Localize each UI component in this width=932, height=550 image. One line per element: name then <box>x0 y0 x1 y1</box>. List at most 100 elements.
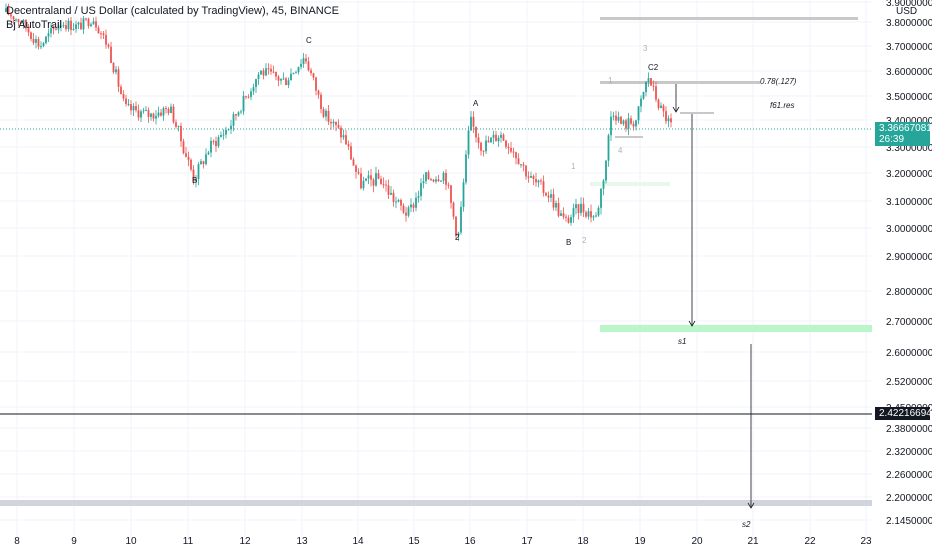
candle-body <box>360 173 362 189</box>
candle-body <box>317 90 320 95</box>
candle-body <box>467 130 470 155</box>
candle-body <box>480 142 482 151</box>
price-tick-label: 2.14500000 <box>886 516 932 527</box>
candle-body <box>175 122 177 127</box>
candle-body <box>415 197 417 208</box>
candle-body <box>420 183 422 197</box>
candle-body <box>7 8 10 15</box>
candle-body <box>217 137 220 147</box>
price-tick-label: 2.26000000 <box>886 470 932 481</box>
candle-body <box>657 99 660 108</box>
candle-body <box>410 204 412 208</box>
candle-body <box>130 104 132 111</box>
currency-label: USD <box>896 6 918 17</box>
candle-body <box>135 106 137 111</box>
candle-body <box>587 211 590 217</box>
candle-body <box>627 118 630 129</box>
wave-label: B <box>192 176 197 185</box>
candle-body <box>72 29 75 31</box>
candle-body <box>202 161 205 165</box>
candle-body <box>445 172 447 185</box>
candle-body <box>630 118 632 124</box>
candle-body <box>77 22 80 25</box>
price-tick-label: 3.60000000 <box>886 67 932 78</box>
time-tick-label: 11 <box>183 536 194 547</box>
s1-arrow <box>688 114 696 327</box>
candle-body <box>660 105 662 108</box>
candle-body <box>592 216 595 218</box>
candle-body <box>295 72 297 74</box>
time-tick-label: 18 <box>577 536 589 547</box>
countdown-value: 26:39 <box>879 134 905 145</box>
price-tick-label: 2.32000000 <box>886 447 932 458</box>
candle-body <box>442 172 445 181</box>
candle-body <box>615 115 617 121</box>
candle-body <box>245 95 247 97</box>
candle-body <box>97 27 100 34</box>
candle-body <box>177 125 180 127</box>
candle-body <box>95 21 97 28</box>
candle-body <box>345 135 347 145</box>
candle-body <box>622 120 625 124</box>
candle-body <box>500 134 502 138</box>
candle-body <box>670 118 672 123</box>
minor-support-zone <box>590 182 670 186</box>
candle-body <box>87 18 90 27</box>
fib-label: 0.78(.127) <box>760 77 797 86</box>
indicator-label[interactable]: Bj AutoTrail <box>6 19 62 31</box>
res-level-line <box>680 112 714 114</box>
candle-body <box>532 175 535 179</box>
candle-body <box>255 79 257 88</box>
candle-body <box>70 20 72 31</box>
candle-body <box>335 121 337 126</box>
wave-label: 2 <box>455 233 460 242</box>
candle-body <box>422 181 425 184</box>
candle-body <box>142 110 145 112</box>
candle-body <box>122 94 125 99</box>
candle-body <box>665 111 667 122</box>
candle-body <box>325 110 327 117</box>
candle-body <box>330 121 332 124</box>
res-label: f61.res <box>770 101 794 110</box>
candle-body <box>160 112 162 116</box>
candle-body <box>550 194 552 198</box>
candle-body <box>167 108 170 113</box>
candle-body <box>75 24 77 30</box>
candle-body <box>380 178 382 185</box>
candle-body <box>502 134 505 141</box>
candle-body <box>417 196 420 198</box>
candle-body <box>497 137 500 142</box>
candle-body <box>585 212 587 217</box>
candle-body <box>162 108 165 116</box>
candle-body <box>430 179 432 181</box>
candle-body <box>597 207 600 216</box>
candle-body <box>230 125 232 130</box>
time-tick-label: 16 <box>464 536 476 547</box>
candle-body <box>602 180 605 189</box>
candle-body <box>375 173 377 186</box>
candle-body <box>305 58 307 62</box>
s1-label: s1 <box>678 337 686 346</box>
candle-body <box>227 129 230 131</box>
candle-body <box>542 181 545 193</box>
candle-body <box>252 87 255 92</box>
candle-body <box>642 92 645 99</box>
candle-body <box>82 18 85 30</box>
candle-body <box>435 179 437 182</box>
candle-body <box>377 173 380 179</box>
candle-body <box>10 14 12 17</box>
candle-body <box>65 25 67 30</box>
candle-body <box>25 19 27 29</box>
candle-body <box>370 175 372 180</box>
candle-body <box>212 140 215 142</box>
price-tick-label: 2.20000000 <box>886 493 932 504</box>
time-tick-label: 19 <box>634 536 646 547</box>
candle-body <box>45 36 47 44</box>
candle-body <box>302 58 305 64</box>
candle-body <box>552 194 555 208</box>
candle-body <box>332 121 335 124</box>
candle-body <box>485 140 487 152</box>
candle-body <box>625 120 627 129</box>
candle-body <box>595 215 597 217</box>
